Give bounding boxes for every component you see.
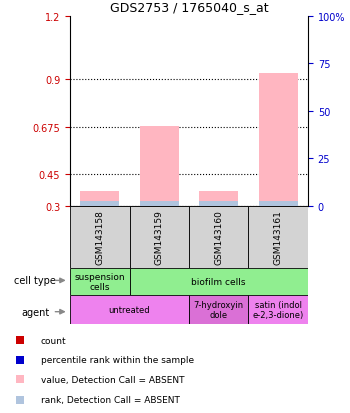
Bar (199, 202, 238, 206)
Text: cell type: cell type (14, 276, 56, 286)
Bar (130, 268, 308, 295)
Title: GDS2753 / 1765040_s_at: GDS2753 / 1765040_s_at (110, 1, 268, 14)
Bar (130, 206, 189, 268)
Text: value, Detection Call = ABSENT: value, Detection Call = ABSENT (41, 375, 184, 384)
Bar (70, 206, 130, 268)
Bar (80, 192, 119, 206)
Bar (259, 202, 298, 206)
Text: rank, Detection Call = ABSENT: rank, Detection Call = ABSENT (41, 395, 180, 404)
Text: suspension
cells: suspension cells (75, 272, 125, 292)
Text: GSM143158: GSM143158 (95, 210, 104, 265)
Bar (199, 192, 238, 206)
Bar (189, 295, 248, 324)
Bar (140, 126, 178, 206)
Text: count: count (41, 336, 66, 345)
Bar (189, 206, 248, 268)
Text: GSM143160: GSM143160 (214, 210, 223, 265)
Text: GSM143159: GSM143159 (155, 210, 164, 265)
Bar (70, 295, 189, 324)
Text: GSM143161: GSM143161 (274, 210, 283, 265)
Bar (140, 202, 178, 206)
Text: percentile rank within the sample: percentile rank within the sample (41, 355, 194, 364)
Bar (248, 295, 308, 324)
Text: untreated: untreated (109, 305, 150, 314)
Text: biofilm cells: biofilm cells (191, 278, 246, 286)
Bar (259, 74, 298, 206)
Text: satin (indol
e-2,3-dione): satin (indol e-2,3-dione) (253, 300, 304, 319)
Bar (70, 268, 130, 295)
Bar (248, 206, 308, 268)
Text: agent: agent (21, 307, 49, 317)
Bar (80, 202, 119, 206)
Text: 7-hydroxyin
dole: 7-hydroxyin dole (194, 300, 244, 319)
